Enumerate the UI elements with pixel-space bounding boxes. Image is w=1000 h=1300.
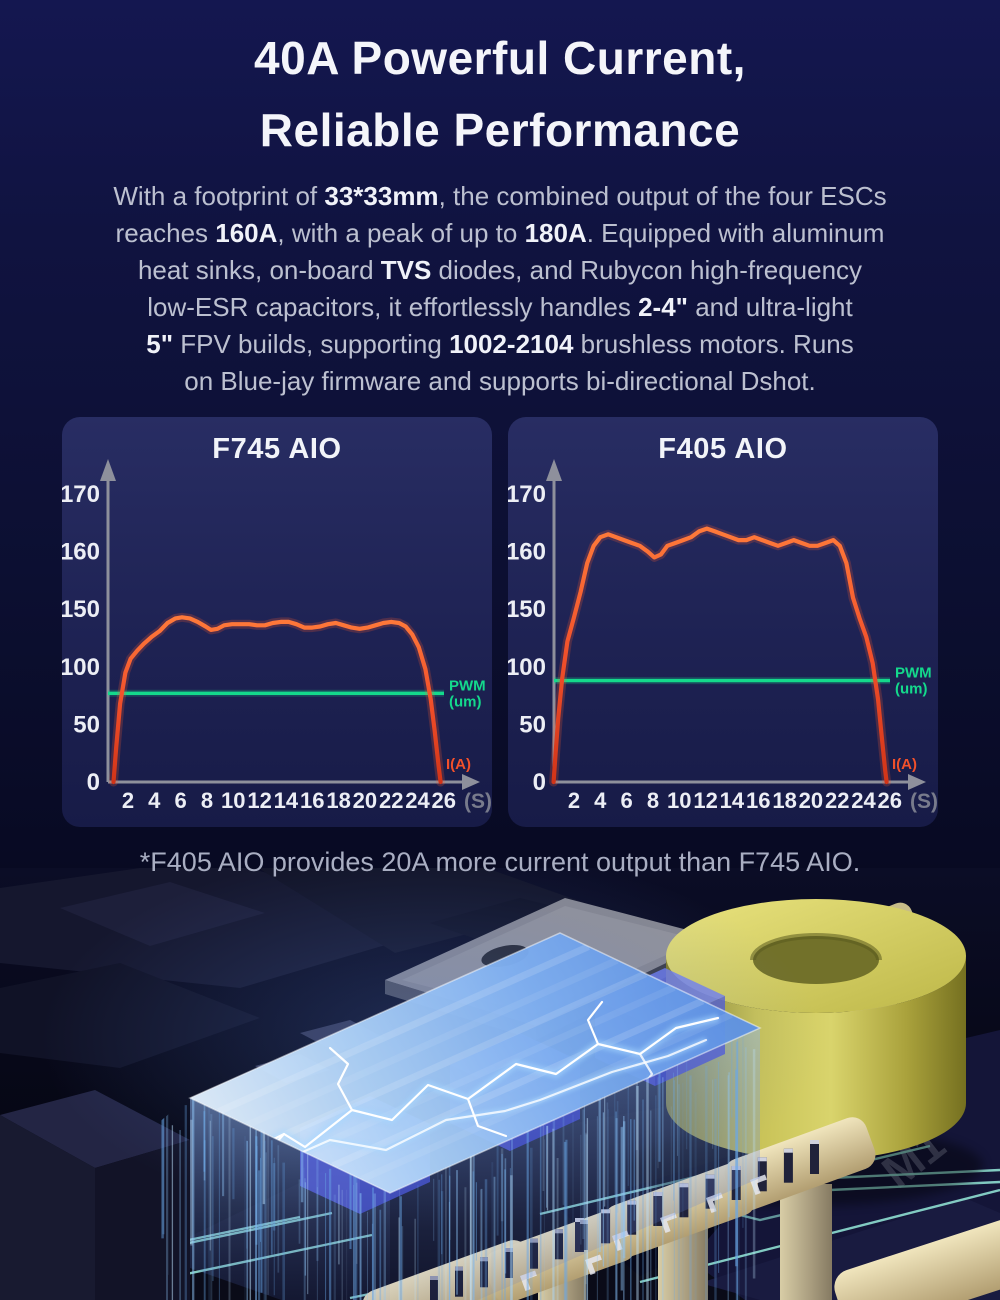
y-tick-label: 160 bbox=[508, 539, 546, 566]
chart-title-f405: F405 AIO bbox=[658, 433, 788, 465]
x-tick-label: 18 bbox=[326, 788, 350, 813]
title-line-1: 40A Powerful Current, bbox=[254, 32, 746, 84]
block-left-face bbox=[190, 1098, 390, 1300]
x-tick-label: 26 bbox=[432, 788, 456, 813]
x-tick-label: 26 bbox=[878, 788, 902, 813]
x-tick-label: 24 bbox=[405, 788, 430, 813]
current-axis-label: I(A) bbox=[446, 756, 471, 773]
light-streaks bbox=[161, 1024, 756, 1300]
x-tick-label: 20 bbox=[799, 788, 823, 813]
y-tick-label: 170 bbox=[508, 481, 546, 508]
description-line: 5" FPV builds, supporting 1002-2104 brus… bbox=[146, 329, 854, 359]
x-unit-label: (S) bbox=[464, 790, 492, 813]
y-tick-label: 100 bbox=[62, 654, 100, 681]
x-tick-label: 16 bbox=[300, 788, 324, 813]
y-tick-label: 160 bbox=[62, 539, 100, 566]
y-axis-arrow-icon bbox=[546, 459, 562, 481]
chart-panel-f405: F405 AIO 0 50 100 150 160 170 2 4 6 8 10 12 14 16 18 20… bbox=[508, 417, 938, 827]
mosfet-glass-block bbox=[40, 868, 820, 1300]
chart-panel-f745: F745 AIO 0 50 100 150 160 170 2 4 6 8 10 12 14 16 18 20… bbox=[62, 417, 492, 827]
y-tick-label: 50 bbox=[73, 711, 100, 738]
block-front-face bbox=[390, 1028, 760, 1300]
y-tick-label: 0 bbox=[87, 769, 100, 796]
x-tick-label: 24 bbox=[851, 788, 876, 813]
x-tick-label: 8 bbox=[201, 788, 213, 813]
x-tick-label: 14 bbox=[720, 788, 745, 813]
pcb-3d-illustration: M1 bbox=[0, 868, 1000, 1300]
x-axis-arrow-icon bbox=[908, 774, 926, 790]
description-paragraph: With a footprint of 33*33mm, the combine… bbox=[0, 178, 1000, 400]
left-dark-chip bbox=[0, 1090, 190, 1300]
x-tick-label: 2 bbox=[568, 788, 580, 813]
pwm-label: PWM bbox=[449, 677, 486, 694]
x-axis-arrow-icon bbox=[462, 774, 480, 790]
y-tick-label: 170 bbox=[62, 481, 100, 508]
x-tick-label: 2 bbox=[122, 788, 134, 813]
current-curve bbox=[111, 615, 443, 785]
description-line: on Blue-jay firmware and supports bi-dir… bbox=[184, 366, 816, 396]
charts-row: F745 AIO 0 50 100 150 160 170 2 4 6 8 10 12 14 16 18 20… bbox=[0, 417, 1000, 827]
x-tick-label: 4 bbox=[594, 788, 607, 813]
pwm-unit-label: (um) bbox=[895, 681, 928, 698]
description-line: reaches 160A, with a peak of up to 180A.… bbox=[115, 218, 885, 248]
x-unit-label: (S) bbox=[910, 790, 938, 813]
x-tick-label: 14 bbox=[274, 788, 299, 813]
x-tick-label: 20 bbox=[353, 788, 377, 813]
pwm-label: PWM bbox=[895, 665, 932, 682]
page-title: 40A Powerful Current, Reliable Performan… bbox=[0, 0, 1000, 166]
x-tick-label: 22 bbox=[825, 788, 849, 813]
y-tick-label: 100 bbox=[508, 654, 546, 681]
title-line-2: Reliable Performance bbox=[259, 104, 741, 156]
description-line: heat sinks, on-board TVS diodes, and Rub… bbox=[137, 255, 863, 285]
x-tick-label: 16 bbox=[746, 788, 770, 813]
x-tick-label: 6 bbox=[174, 788, 186, 813]
x-tick-label: 10 bbox=[667, 788, 691, 813]
pcb-scene: M1 bbox=[0, 868, 1000, 1300]
current-curve bbox=[551, 526, 889, 785]
x-tick-label: 10 bbox=[221, 788, 245, 813]
x-tick-label: 4 bbox=[148, 788, 161, 813]
current-axis-label: I(A) bbox=[892, 756, 917, 773]
x-tick-label: 18 bbox=[772, 788, 796, 813]
chart-title-f745: F745 AIO bbox=[212, 433, 342, 465]
x-tick-label: 12 bbox=[693, 788, 717, 813]
description-line: With a footprint of 33*33mm, the combine… bbox=[113, 181, 887, 211]
x-tick-label: 12 bbox=[247, 788, 271, 813]
pwm-unit-label: (um) bbox=[449, 693, 482, 710]
x-tick-label: 8 bbox=[647, 788, 659, 813]
comparison-footnote: *F405 AIO provides 20A more current outp… bbox=[139, 847, 861, 877]
y-tick-label: 150 bbox=[62, 596, 100, 623]
y-tick-label: 50 bbox=[519, 711, 546, 738]
y-tick-label: 150 bbox=[508, 596, 546, 623]
y-tick-label: 0 bbox=[533, 769, 546, 796]
y-axis-arrow-icon bbox=[100, 459, 116, 481]
description-line: low-ESR capacitors, it effortlessly hand… bbox=[147, 292, 853, 322]
x-tick-label: 22 bbox=[379, 788, 403, 813]
x-tick-label: 6 bbox=[620, 788, 632, 813]
block-top-edge bbox=[188, 932, 762, 1194]
lightning-effect bbox=[229, 1000, 720, 1173]
